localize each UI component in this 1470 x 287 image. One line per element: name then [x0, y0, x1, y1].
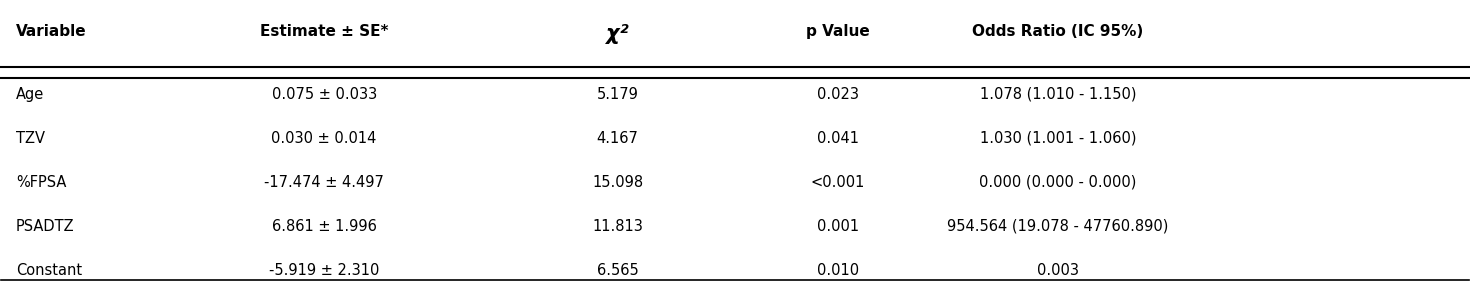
Text: 6.565: 6.565 [597, 263, 638, 278]
Text: 15.098: 15.098 [592, 175, 644, 190]
Text: 6.861 ± 1.996: 6.861 ± 1.996 [272, 219, 376, 234]
Text: χ²: χ² [606, 24, 629, 44]
Text: 0.030 ± 0.014: 0.030 ± 0.014 [272, 131, 376, 146]
Text: 5.179: 5.179 [597, 87, 638, 102]
Text: 0.010: 0.010 [817, 263, 858, 278]
Text: -5.919 ± 2.310: -5.919 ± 2.310 [269, 263, 379, 278]
Text: 0.023: 0.023 [817, 87, 858, 102]
Text: 0.003: 0.003 [1036, 263, 1079, 278]
Text: Odds Ratio (IC 95%): Odds Ratio (IC 95%) [972, 24, 1144, 39]
Text: 0.001: 0.001 [817, 219, 858, 234]
Text: -17.474 ± 4.497: -17.474 ± 4.497 [265, 175, 384, 190]
Text: %FPSA: %FPSA [16, 175, 66, 190]
Text: TZV: TZV [16, 131, 46, 146]
Text: Variable: Variable [16, 24, 87, 39]
Text: 4.167: 4.167 [597, 131, 638, 146]
Text: PSADTZ: PSADTZ [16, 219, 75, 234]
Text: 0.000 (0.000 - 0.000): 0.000 (0.000 - 0.000) [979, 175, 1136, 190]
Text: 1.030 (1.001 - 1.060): 1.030 (1.001 - 1.060) [979, 131, 1136, 146]
Text: p Value: p Value [806, 24, 870, 39]
Text: <0.001: <0.001 [810, 175, 864, 190]
Text: Estimate ± SE*: Estimate ± SE* [260, 24, 388, 39]
Text: 954.564 (19.078 - 47760.890): 954.564 (19.078 - 47760.890) [947, 219, 1169, 234]
Text: Constant: Constant [16, 263, 82, 278]
Text: Age: Age [16, 87, 44, 102]
Text: 0.041: 0.041 [817, 131, 858, 146]
Text: 11.813: 11.813 [592, 219, 642, 234]
Text: 1.078 (1.010 - 1.150): 1.078 (1.010 - 1.150) [979, 87, 1136, 102]
Text: 0.075 ± 0.033: 0.075 ± 0.033 [272, 87, 376, 102]
